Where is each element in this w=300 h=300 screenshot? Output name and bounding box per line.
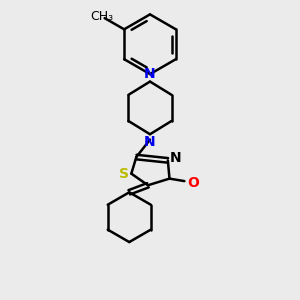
- Text: N: N: [144, 135, 156, 149]
- Text: S: S: [119, 167, 129, 181]
- Text: O: O: [187, 176, 199, 190]
- Text: N: N: [144, 67, 156, 81]
- Text: CH₃: CH₃: [90, 10, 113, 22]
- Text: N: N: [170, 151, 182, 165]
